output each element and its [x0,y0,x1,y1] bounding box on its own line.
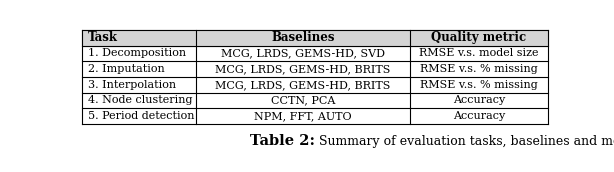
Text: 2. Imputation: 2. Imputation [88,64,165,74]
Text: Summary of evaluation tasks, baselines and metrics.: Summary of evaluation tasks, baselines a… [315,135,614,148]
Text: MCG, LRDS, GEMS-HD, BRITS: MCG, LRDS, GEMS-HD, BRITS [216,80,391,90]
Text: Quality metric: Quality metric [432,31,527,44]
Text: NPM, FFT, AUTO: NPM, FFT, AUTO [254,111,352,121]
Text: Baselines: Baselines [271,31,335,44]
Text: Table 2:: Table 2: [250,134,315,148]
Text: MCG, LRDS, GEMS-HD, SVD: MCG, LRDS, GEMS-HD, SVD [221,49,385,58]
Text: 3. Interpolation: 3. Interpolation [88,80,176,90]
Text: Accuracy: Accuracy [453,111,505,121]
Text: RMSE v.s. % missing: RMSE v.s. % missing [420,64,538,74]
Text: MCG, LRDS, GEMS-HD, BRITS: MCG, LRDS, GEMS-HD, BRITS [216,64,391,74]
Text: Task: Task [88,31,118,44]
Text: Accuracy: Accuracy [453,95,505,105]
Bar [82,30,548,46]
Text: 1. Decomposition: 1. Decomposition [88,49,186,58]
Text: 5. Period detection: 5. Period detection [88,111,194,121]
Text: CCTN, PCA: CCTN, PCA [271,95,335,105]
Text: RMSE v.s. % missing: RMSE v.s. % missing [420,80,538,90]
Text: RMSE v.s. model size: RMSE v.s. model size [419,49,539,58]
Text: 4. Node clustering: 4. Node clustering [88,95,192,105]
